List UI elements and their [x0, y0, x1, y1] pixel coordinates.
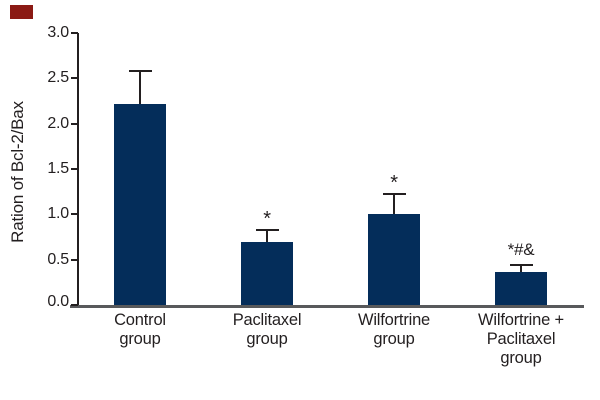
bar-paclitaxel-group	[241, 241, 293, 305]
y-tick-label: 0.0	[47, 293, 69, 310]
y-tick-label: 1.5	[47, 160, 69, 177]
panel-corner-mark	[10, 5, 33, 19]
y-tick-label: 2.5	[47, 69, 69, 87]
error-bar-cap	[255, 228, 279, 231]
y-tick-mark	[71, 304, 78, 306]
y-axis-line	[77, 33, 79, 308]
error-bar-stem	[520, 265, 522, 273]
error-bar-stem	[139, 71, 141, 104]
category-label-wilfortrine-group: Wilfortrine group	[357, 311, 431, 348]
category-label-control-group: Control group	[114, 311, 166, 348]
y-tick-label: 3.0	[47, 24, 69, 41]
y-tick-mark	[71, 77, 78, 80]
bar-wilfortrine-paclitaxel-group	[495, 272, 547, 305]
significance-annotation: *	[390, 172, 398, 195]
y-axis-title: Ration of Bcl-2/Bax	[8, 101, 27, 243]
y-tick-label: 0.5	[47, 250, 69, 268]
significance-annotation: *	[263, 207, 271, 230]
error-bar-cap	[382, 193, 406, 196]
x-axis-line	[70, 305, 584, 308]
category-label-wilfortrine-paclitaxel-group: Wilfortrine + Paclitaxel group	[478, 311, 564, 367]
error-bar-cap	[509, 264, 533, 267]
bar-control-group	[114, 103, 166, 305]
y-tick-mark	[71, 213, 78, 216]
y-tick-mark	[71, 32, 78, 34]
significance-annotation: *#&	[507, 240, 535, 260]
y-tick-label: 2.0	[47, 114, 69, 132]
y-tick-mark	[71, 258, 78, 261]
error-bar-stem	[393, 194, 395, 215]
y-tick-mark	[71, 122, 78, 125]
category-label-paclitaxel-group: Paclitaxel group	[232, 311, 302, 348]
error-bar-stem	[266, 229, 268, 242]
error-bar-cap	[128, 70, 152, 73]
bar-wilfortrine-group	[368, 214, 420, 305]
y-tick-mark	[71, 168, 78, 170]
y-tick-label: 1.0	[47, 205, 69, 223]
